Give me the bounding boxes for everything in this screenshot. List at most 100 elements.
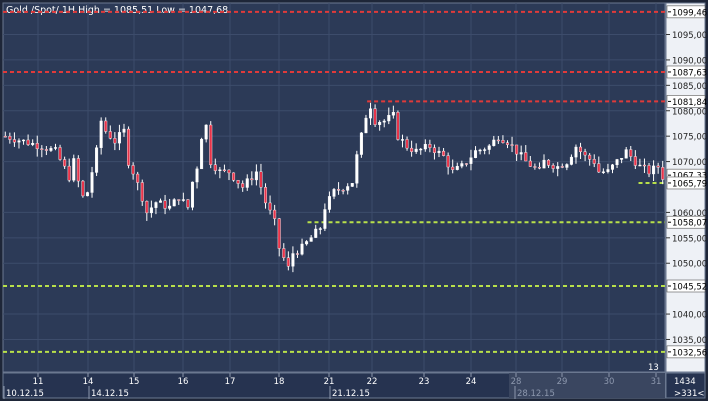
price-tick-label: 1060,00 <box>672 209 707 219</box>
candle-down <box>163 200 167 209</box>
candle-up <box>327 196 331 210</box>
candle-down <box>26 139 30 145</box>
candle-down <box>259 171 263 188</box>
candle-down <box>629 149 633 157</box>
candle-down <box>76 158 80 182</box>
candle-down <box>131 165 135 175</box>
candle-down <box>282 248 286 258</box>
candle-down <box>127 128 131 166</box>
candle-down <box>642 164 646 167</box>
candle-down <box>81 180 85 197</box>
time-day-label: 24 <box>466 377 477 387</box>
price-tick-label: 1090,00 <box>672 56 707 66</box>
price-marker-label: 1058,07 <box>672 219 707 229</box>
candle-up <box>469 157 473 164</box>
time-day-label: 17 <box>225 377 236 387</box>
candle-down <box>528 160 532 167</box>
time-axis-shade <box>509 373 665 398</box>
candle-down <box>510 144 514 146</box>
candle-down <box>656 165 660 168</box>
candle-up <box>346 186 350 191</box>
candle-up <box>72 158 76 181</box>
candle-up <box>652 165 656 175</box>
candle-up <box>218 169 222 172</box>
candle-up <box>574 146 578 158</box>
candle-up <box>95 147 99 173</box>
candle-down <box>560 166 564 168</box>
candle-down <box>186 199 190 208</box>
candle-down <box>295 253 299 255</box>
candle-up <box>350 183 354 187</box>
price-marker-label: 1065,79 <box>672 179 707 189</box>
candle-down <box>341 190 345 192</box>
candle-down <box>579 146 583 152</box>
candle-down <box>268 202 272 211</box>
candle-up <box>391 112 395 116</box>
candle-down <box>533 166 537 168</box>
price-marker-label: 1045,52 <box>672 283 707 293</box>
candle-down <box>241 183 245 188</box>
candle-up <box>400 139 404 141</box>
candle-up <box>159 200 163 203</box>
candle-down <box>446 155 450 168</box>
time-day-label: 31 <box>651 377 662 387</box>
candle-down <box>104 120 108 132</box>
candle-up <box>569 156 573 165</box>
time-day-label: 21 <box>324 377 335 387</box>
candle-down <box>108 131 112 139</box>
candle-down <box>113 138 117 144</box>
candle-up <box>323 209 327 229</box>
candle-up <box>300 243 304 255</box>
time-day-label: 18 <box>274 377 285 387</box>
price-marker-label: 1032,56 <box>672 348 707 358</box>
candle-down <box>58 147 62 160</box>
candle-down <box>405 139 409 149</box>
candle-down <box>410 147 414 152</box>
time-week-label: 28.12.15 <box>517 389 555 399</box>
candle-down <box>232 172 236 181</box>
price-marker-box <box>666 95 706 108</box>
candle-up <box>85 192 89 197</box>
candle-up <box>601 171 605 173</box>
candle-up <box>615 159 619 166</box>
candle-down <box>63 159 67 167</box>
candle-down <box>496 139 500 142</box>
candle-up <box>291 253 295 267</box>
candle-down <box>597 163 601 173</box>
candle-up <box>31 143 35 145</box>
bar-count-label: 13 <box>648 363 659 373</box>
candle-down <box>583 151 587 156</box>
candle-up <box>387 115 391 122</box>
time-week-label: 21.12.15 <box>332 389 370 399</box>
candle-down <box>145 200 149 214</box>
candle-up <box>54 147 58 149</box>
candle-up <box>487 145 491 150</box>
candle-down <box>524 152 528 162</box>
candle-down <box>661 167 665 180</box>
candle-up <box>382 120 386 123</box>
candle-up <box>437 150 441 153</box>
candle-up <box>172 199 176 207</box>
candle-down <box>44 149 48 151</box>
candle-down <box>464 163 468 165</box>
candle-up <box>204 124 208 140</box>
candle-up <box>565 164 569 168</box>
time-day-label: 16 <box>178 377 189 387</box>
price-marker-box <box>666 176 706 190</box>
candle-up <box>154 202 158 208</box>
candle-down <box>505 142 509 145</box>
candle-up <box>99 120 103 148</box>
candle-down <box>136 173 140 183</box>
price-marker-label: 1067,33 <box>672 172 707 182</box>
candle-up <box>195 168 199 183</box>
candle-down <box>140 182 144 202</box>
candle-up <box>492 139 496 146</box>
price-tick-label: 1095,00 <box>672 31 707 41</box>
candle-up <box>168 205 172 209</box>
candle-up <box>22 139 26 142</box>
time-week-label: 14.12.15 <box>91 389 129 399</box>
candle-down <box>588 154 592 160</box>
candle-down <box>209 124 213 165</box>
candle-down <box>264 187 268 204</box>
candle-up <box>519 152 523 155</box>
